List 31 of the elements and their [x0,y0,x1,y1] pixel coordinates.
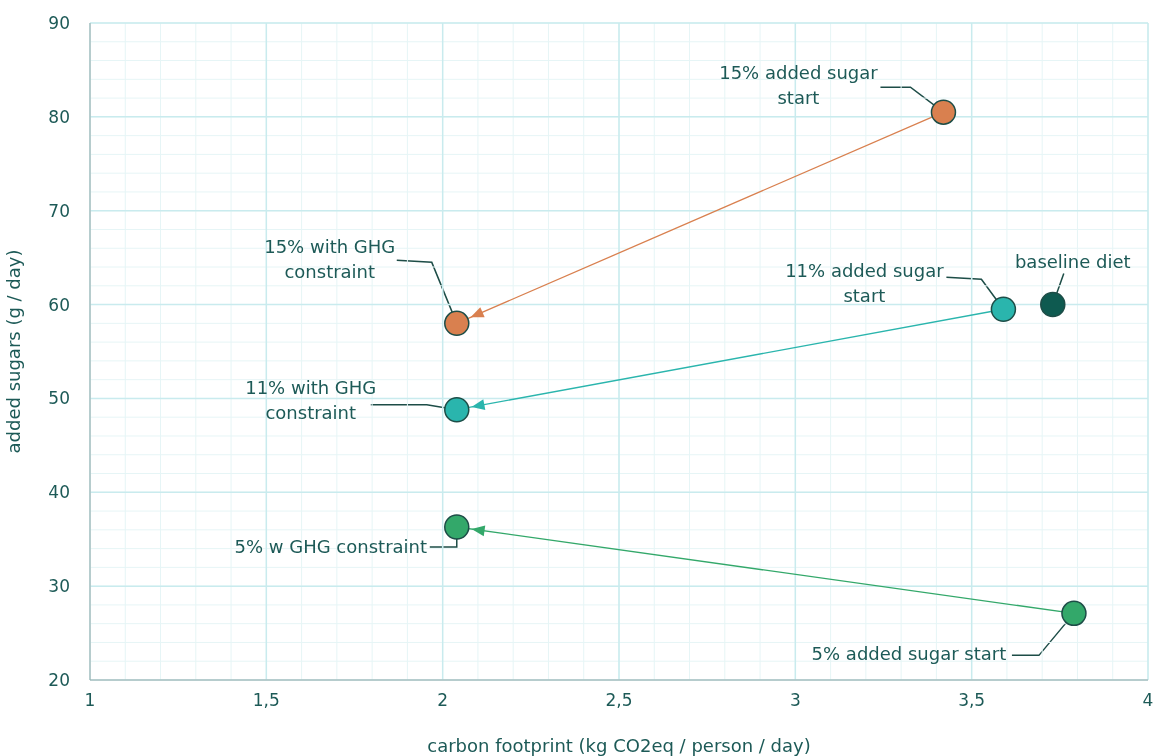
y-tick-label: 90 [48,13,70,34]
point [930,99,957,125]
y-tick-label: 50 [48,388,70,409]
x-tick-label: 2 [437,690,449,711]
x-tick-label: 1 [84,690,96,711]
y-tick-label: 60 [48,294,70,315]
annotation: 5% w GHG constraint [234,536,428,558]
annotation: 11% added sugar start [785,259,945,306]
annotation: 5% added sugar start [811,643,1007,665]
point [444,310,470,337]
x-tick-label: 3 [789,690,801,711]
annotation: 15% with GHG constraint [264,235,396,282]
point [444,396,470,423]
annotation: baseline diet [1014,250,1131,272]
y-tick-label: 40 [48,482,70,503]
point [1040,291,1066,318]
y-tick-label: 80 [48,106,70,127]
annotation: 15% added sugar start [719,61,879,108]
annotation: 11% with GHG constraint [245,377,377,424]
x-tick-label: 1,5 [252,690,280,711]
x-tick-label: 2,5 [605,690,633,711]
y-tick-label: 30 [48,576,70,597]
point [990,296,1017,323]
x-tick-label: 4 [1142,690,1154,711]
x-axis-title: carbon footprint (kg CO2eq / person / day) [427,735,811,756]
point [1061,600,1087,627]
x-tick-label: 3,5 [958,690,986,711]
y-tick-label: 70 [48,200,70,221]
point [444,514,470,540]
y-tick-label: 20 [48,670,70,691]
y-axis-title: added sugars (g / day) [3,249,25,454]
